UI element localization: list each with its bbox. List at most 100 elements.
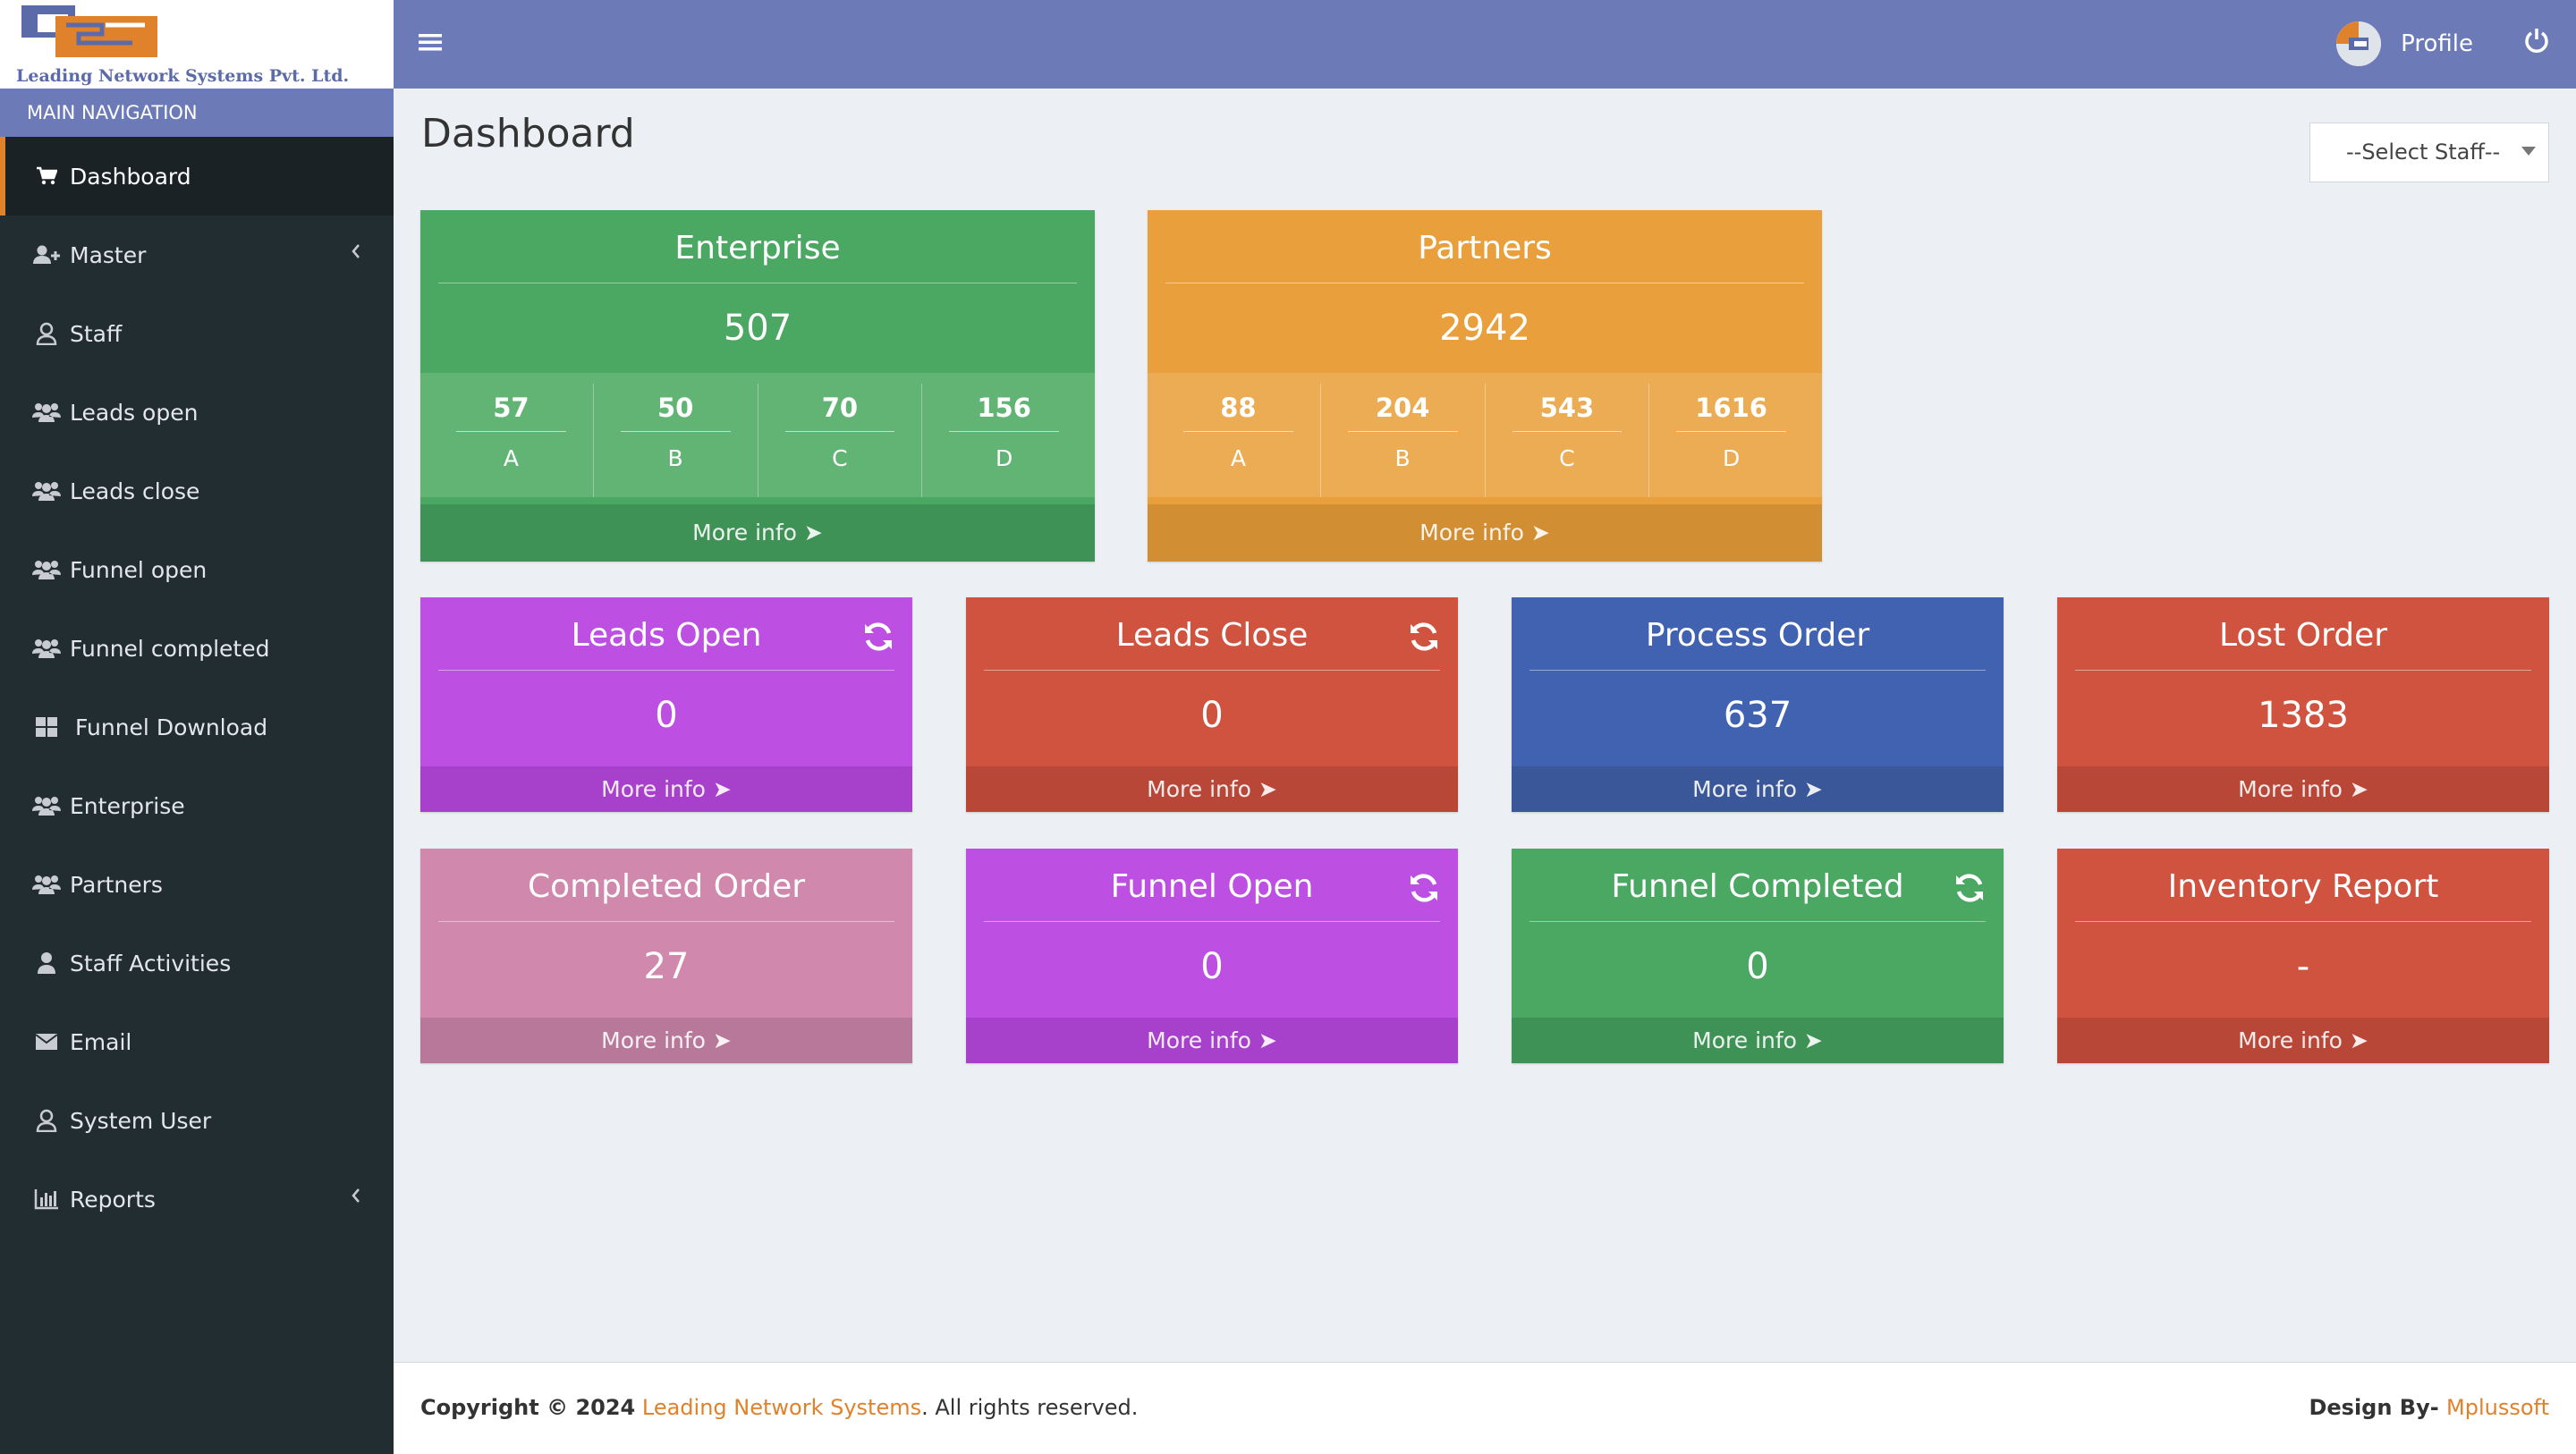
sidebar-item-partners[interactable]: Partners <box>0 845 394 924</box>
users-icon <box>32 402 61 423</box>
leads-open-card: Leads Open 0 More info ➤ <box>420 597 912 812</box>
users-icon <box>32 638 61 659</box>
copyright-prefix: Copyright © 2024 <box>420 1395 636 1420</box>
breakdown-label: C <box>1559 445 1575 471</box>
logo-text: Leading Network Systems Pvt. Ltd. <box>16 66 350 86</box>
sidebar-item-staff[interactable]: Staff <box>0 294 394 373</box>
sidebar-item-label: Leads open <box>70 399 199 426</box>
sidebar-item-enterprise[interactable]: Enterprise <box>0 766 394 845</box>
more-info-link[interactable]: More info ➤ <box>966 766 1458 812</box>
profile-label: Profile <box>2401 30 2473 57</box>
more-info-link[interactable]: More info ➤ <box>1148 504 1822 562</box>
users-icon <box>32 874 61 895</box>
chevron-left-icon <box>352 1188 360 1203</box>
more-info-link[interactable]: More info ➤ <box>2057 766 2549 812</box>
copyright: Copyright © 2024 Leading Network Systems… <box>420 1395 1138 1420</box>
users-icon <box>32 480 61 502</box>
sidebar-item-label: Email <box>70 1028 132 1055</box>
user-outline-icon <box>32 1109 61 1132</box>
card-value: 0 <box>655 695 678 736</box>
more-info-link[interactable]: More info ➤ <box>1512 766 2004 812</box>
sidebar-item-leads-close[interactable]: Leads close <box>0 452 394 530</box>
partners-card: Partners 2942 88 A 204 B 543 C 1616 D More i… <box>1148 210 1822 562</box>
refresh-icon[interactable] <box>862 621 894 653</box>
footer: Copyright © 2024 Leading Network Systems… <box>394 1362 2576 1454</box>
sidebar-item-funnel-open[interactable]: Funnel open <box>0 530 394 609</box>
cart-icon <box>32 166 61 186</box>
refresh-icon[interactable] <box>1408 621 1440 653</box>
card-value: 637 <box>1723 695 1792 736</box>
breakdown-value: 156 <box>949 384 1059 432</box>
card-value: 0 <box>1200 946 1224 987</box>
enterprise-breakdown: 57 A 50 B 70 C 156 D <box>420 373 1095 497</box>
more-info-label: More info <box>1147 1027 1251 1053</box>
leads-close-card: Leads Close 0 More info ➤ <box>966 597 1458 812</box>
breakdown-value: 70 <box>784 384 895 432</box>
design-by-label: Design By- <box>2309 1395 2439 1420</box>
sidebar-item-funnel-download[interactable]: Funnel Download <box>0 688 394 766</box>
card-title: Process Order <box>1530 597 1986 671</box>
rights-text: . All rights reserved. <box>921 1395 1139 1420</box>
profile-menu[interactable]: Profile <box>2336 21 2473 66</box>
lost-order-card: Lost Order 1383 More info ➤ <box>2057 597 2549 812</box>
sidebar-item-label: Dashboard <box>70 163 191 190</box>
more-info-link[interactable]: More info ➤ <box>420 504 1095 562</box>
arrow-circle-right-icon: ➤ <box>803 520 823 545</box>
card-value: 1383 <box>2258 695 2349 736</box>
breakdown-value: 57 <box>456 384 566 432</box>
more-info-label: More info <box>2238 1027 2343 1053</box>
sidebar-item-label: Staff <box>70 320 123 347</box>
breakdown-label: B <box>667 445 683 471</box>
sidebar: Leading Network Systems Pvt. Ltd. MAIN N… <box>0 0 394 1454</box>
logo[interactable]: Leading Network Systems Pvt. Ltd. <box>0 0 394 89</box>
more-info-link[interactable]: More info ➤ <box>420 1018 912 1063</box>
sidebar-item-label: Funnel Download <box>75 714 268 740</box>
designer-link[interactable]: Mplussoft <box>2446 1395 2549 1420</box>
sidebar-item-email[interactable]: Email <box>0 1002 394 1081</box>
arrow-circle-right-icon: ➤ <box>1803 776 1823 802</box>
sidebar-item-reports[interactable]: Reports <box>0 1160 394 1238</box>
card-title: Completed Order <box>438 849 894 922</box>
sidebar-item-master[interactable]: Master <box>0 216 394 294</box>
chevron-left-icon <box>352 244 360 258</box>
arrow-circle-right-icon: ➤ <box>1258 776 1277 802</box>
users-icon <box>32 795 61 816</box>
more-info-link[interactable]: More info ➤ <box>1512 1018 2004 1063</box>
breakdown-a: 88 A <box>1157 384 1321 497</box>
power-icon[interactable] <box>2524 27 2549 54</box>
more-info-label: More info <box>601 776 706 802</box>
card-title-text: Funnel Completed <box>1611 868 1904 905</box>
sidebar-item-system-user[interactable]: System User <box>0 1081 394 1160</box>
breakdown-label: A <box>1230 445 1246 471</box>
page-title: Dashboard <box>421 111 635 156</box>
company-link[interactable]: Leading Network Systems <box>641 1395 922 1420</box>
arrow-circle-right-icon: ➤ <box>2349 776 2368 802</box>
more-info-link[interactable]: More info ➤ <box>2057 1018 2549 1063</box>
refresh-icon[interactable] <box>1408 872 1440 904</box>
card-title: Leads Open <box>438 597 894 671</box>
sidebar-item-dashboard[interactable]: Dashboard <box>0 137 394 216</box>
refresh-icon[interactable] <box>1953 872 1986 904</box>
card-title-text: Funnel Open <box>1110 868 1314 905</box>
breakdown-b: 204 B <box>1321 384 1486 497</box>
breakdown-c: 543 C <box>1486 384 1650 497</box>
hamburger-menu-icon[interactable] <box>419 32 442 52</box>
sidebar-item-staff-activities[interactable]: Staff Activities <box>0 924 394 1002</box>
card-title-text: Leads Close <box>1115 617 1309 654</box>
sidebar-item-funnel-completed[interactable]: Funnel completed <box>0 609 394 688</box>
arrow-circle-right-icon: ➤ <box>1530 520 1550 545</box>
sidebar-item-label: Funnel completed <box>70 635 270 662</box>
sidebar-item-leads-open[interactable]: Leads open <box>0 373 394 452</box>
card-value: 2942 <box>1439 308 1530 349</box>
more-info-link[interactable]: More info ➤ <box>420 766 912 812</box>
more-info-link[interactable]: More info ➤ <box>966 1018 1458 1063</box>
top-bar: Profile <box>394 0 2576 89</box>
user-outline-icon <box>32 322 61 345</box>
staff-select[interactable]: --Select Staff-- <box>2309 123 2549 182</box>
breakdown-label: A <box>503 445 519 471</box>
more-info-label: More info <box>692 520 797 545</box>
sidebar-item-label: Funnel open <box>70 556 208 583</box>
breakdown-a: 57 A <box>429 384 594 497</box>
breakdown-d: 156 D <box>922 384 1086 497</box>
partners-breakdown: 88 A 204 B 543 C 1616 D <box>1148 373 1822 497</box>
